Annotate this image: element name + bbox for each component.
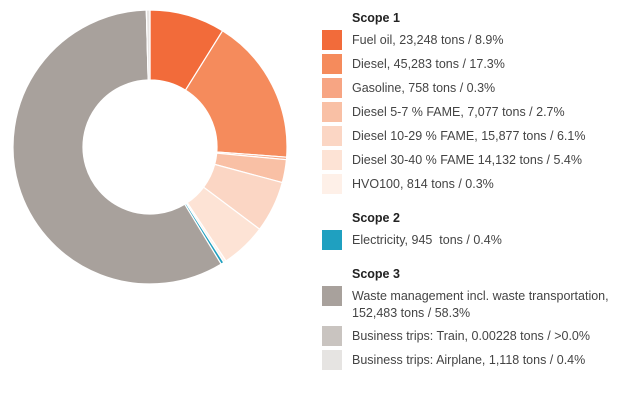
legend-item: Business trips: Train, 0.00228 tons / >0… xyxy=(322,326,618,346)
legend: Scope 1 Fuel oil, 23,248 tons / 8.9% Diese… xyxy=(322,10,618,374)
legend-label: Business trips: Airplane, 1,118 tons / 0… xyxy=(352,353,586,367)
legend-swatch xyxy=(322,350,342,370)
slice xyxy=(12,9,222,285)
legend-item: Business trips: Airplane, 1,118 tons / 0… xyxy=(322,350,618,370)
legend-label: Diesel 30-40 % FAME 14,132 tons / 5.4% xyxy=(352,153,582,167)
legend-swatch xyxy=(322,174,342,194)
slice xyxy=(184,29,288,158)
donut xyxy=(12,9,288,285)
legend-item: Waste management incl. waste transportat… xyxy=(322,286,618,322)
legend-swatch xyxy=(322,150,342,170)
legend-swatch xyxy=(322,54,342,74)
legend-swatch xyxy=(322,126,342,146)
legend-item: Diesel 30-40 % FAME 14,132 tons / 5.4% xyxy=(322,150,618,170)
legend-swatch xyxy=(322,230,342,250)
legend-item: Electricity, 945 tons / 0.4% xyxy=(322,230,618,250)
legend-label: Fuel oil, 23,248 tons / 8.9% xyxy=(352,33,504,47)
legend-label: HVO100, 814 tons / 0.3% xyxy=(352,177,494,191)
legend-swatch xyxy=(322,78,342,98)
legend-label: Electricity, 945 tons / 0.4% xyxy=(352,233,502,247)
legend-heading: Scope 3 xyxy=(352,267,400,281)
legend-item: Fuel oil, 23,248 tons / 8.9% xyxy=(322,30,618,50)
legend-label: Diesel 10-29 % FAME, 15,877 tons / 6.1% xyxy=(352,129,586,143)
legend-item: HVO100, 814 tons / 0.3% xyxy=(322,174,618,194)
legend-swatch xyxy=(322,30,342,50)
legend-item: Diesel, 45,283 tons / 17.3% xyxy=(322,54,618,74)
legend-heading: Scope 2 xyxy=(352,211,400,225)
legend-item: Gasoline, 758 tons / 0.3% xyxy=(322,78,618,98)
legend-heading: Scope 1 xyxy=(352,11,400,25)
legend-item: Diesel 5-7 % FAME, 7,077 tons / 2.7% xyxy=(322,102,618,122)
legend-label: Business trips: Train, 0.00228 tons / >0… xyxy=(352,329,590,343)
legend-label: Gasoline, 758 tons / 0.3% xyxy=(352,81,496,95)
slice xyxy=(145,9,151,81)
legend-item: Diesel 10-29 % FAME, 15,877 tons / 6.1% xyxy=(322,126,618,146)
legend-swatch xyxy=(322,326,342,346)
legend-label: Diesel, 45,283 tons / 17.3% xyxy=(352,57,505,71)
legend-swatch xyxy=(322,286,342,306)
legend-label: Diesel 5-7 % FAME, 7,077 tons / 2.7% xyxy=(352,105,565,119)
legend-swatch xyxy=(322,102,342,122)
legend-label: Waste management incl. waste transportat… xyxy=(352,289,613,320)
